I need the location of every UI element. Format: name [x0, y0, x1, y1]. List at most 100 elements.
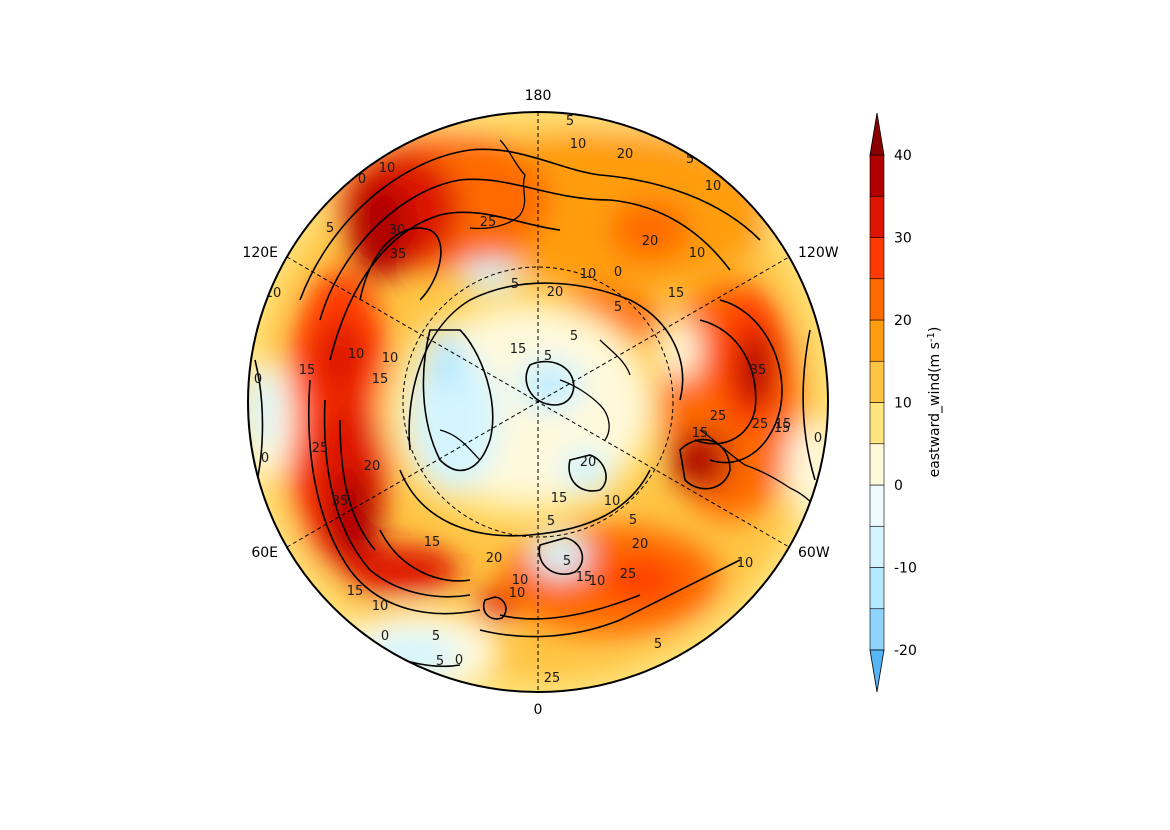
lon-label-0: 0	[534, 702, 543, 718]
contour-label: 5	[326, 221, 334, 236]
colorbar-segment	[869, 402, 885, 445]
colorbar-tick-label: 10	[894, 396, 912, 412]
longitude-labels: 180 120W 60W 0 60E 120E	[242, 88, 838, 718]
contour-label: 0	[814, 431, 822, 446]
colorbar-tick-label: 40	[894, 148, 912, 164]
colorbar-segment	[869, 443, 885, 486]
contour-label: 15	[299, 363, 316, 378]
contour-label: 20	[486, 551, 503, 566]
colorbar-segments	[869, 112, 885, 693]
contour-label: 35	[332, 494, 349, 509]
contour-label: 10	[589, 574, 606, 589]
contour-label: 10	[604, 494, 621, 509]
map-boundary	[247, 111, 829, 693]
field-blobs	[248, 112, 828, 692]
contour-label: 5	[511, 277, 519, 292]
colorbar-segment	[869, 319, 885, 362]
contour-label: 5	[547, 514, 555, 529]
contour-label: 5	[544, 349, 552, 364]
contour-label: 5	[432, 629, 440, 644]
colorbar-ticks: 40 30 20 10 0 -10 -20	[894, 148, 917, 659]
colorbar-segment	[869, 195, 885, 238]
colorbar-tick-label: 30	[894, 231, 912, 247]
colorbar-extend-low	[869, 649, 885, 693]
coastlines	[439, 139, 821, 516]
colorbar-segment	[869, 484, 885, 527]
contour-label: 20	[632, 537, 649, 552]
contour-label: 15	[692, 426, 709, 441]
colorbar-tick-label: -20	[894, 643, 917, 659]
colorbar-segment	[869, 525, 885, 568]
contour-label: 10	[382, 351, 399, 366]
contour-label: 0	[614, 265, 622, 280]
contour-label: 0	[455, 653, 463, 668]
contour-label: 15	[576, 570, 593, 585]
contour-label: 0	[358, 172, 366, 187]
contour-label: 20	[547, 285, 564, 300]
contour-label: 15	[510, 342, 527, 357]
colorbar-tick-label: 0	[894, 478, 903, 494]
contour-label: 10	[689, 246, 706, 261]
contour-label: 15	[775, 417, 792, 432]
contour-label: 10	[512, 573, 529, 588]
contour-label: 25	[480, 215, 497, 230]
graticule	[286, 112, 790, 692]
colorbar-extend-high	[869, 112, 885, 156]
contour-label: 0	[254, 372, 262, 387]
lon-label-120w: 120W	[798, 245, 839, 261]
contour-label: 25	[544, 671, 561, 686]
lon-label-60e: 60E	[251, 545, 278, 561]
contour-label: 15	[551, 491, 568, 506]
colorbar-segment	[869, 360, 885, 403]
contour-label: 15	[774, 421, 791, 436]
contour-label: 5	[614, 300, 622, 315]
colorbar-tick-label: -10	[894, 561, 917, 577]
contour-label: 10	[372, 599, 389, 614]
contour-label: 10	[348, 347, 365, 362]
contour-label: 25	[312, 441, 329, 456]
colorbar-segment	[869, 608, 885, 651]
contour-label: 10	[705, 179, 722, 194]
contour-label: 15	[424, 535, 441, 550]
contour-label: 5	[686, 152, 694, 167]
contour-lines	[254, 148, 816, 668]
colorbar-segment	[869, 154, 885, 197]
contour-label: 5	[629, 513, 637, 528]
contour-label: 20	[580, 455, 597, 470]
contour-label: 0	[381, 629, 389, 644]
contour-label: 5	[654, 637, 662, 652]
contour-label: 15	[372, 372, 389, 387]
contour-label: 20	[617, 147, 634, 162]
colorbar-segment	[869, 237, 885, 280]
contour-label: 10	[379, 161, 396, 176]
contour-label: 5	[563, 554, 571, 569]
contour-label: 25	[710, 409, 727, 424]
contour-label: 35	[750, 363, 767, 378]
lon-label-60w: 60W	[798, 545, 830, 561]
contour-label: 0	[261, 451, 269, 466]
contour-label: 20	[364, 459, 381, 474]
contour-label: 5	[570, 329, 578, 344]
contour-label: 10	[570, 137, 587, 152]
contour-label: 15	[347, 584, 364, 599]
colorbar-title: eastward_wind(m s-1)	[926, 327, 944, 478]
contour-label: 5	[566, 114, 574, 129]
contour-label: 5	[436, 654, 444, 669]
contour-label: 30	[389, 223, 406, 238]
colorbar-segment	[869, 278, 885, 321]
contour-label: 15	[668, 286, 685, 301]
contour-label: 10	[580, 267, 597, 282]
colorbar-segment	[869, 567, 885, 610]
contour-label: 20	[642, 234, 659, 249]
contour-label: 25	[752, 417, 769, 432]
colorbar: 40 30 20 10 0 -10 -20 eastward_wind(m s-1)	[869, 112, 944, 693]
lon-label-120e: 120E	[242, 245, 278, 261]
lon-label-180: 180	[525, 88, 552, 104]
contour-label: 10	[737, 556, 754, 571]
colorbar-tick-label: 20	[894, 313, 912, 329]
contour-label: 10	[509, 586, 526, 601]
contour-label: 25	[620, 567, 637, 582]
contour-label: 35	[390, 247, 407, 262]
